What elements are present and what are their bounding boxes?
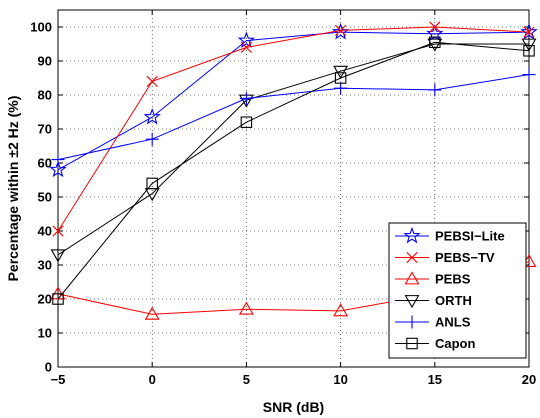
triangle-up-marker [238, 301, 254, 315]
square-marker [240, 116, 253, 128]
y-tick-label: 40 [38, 224, 52, 239]
series-line [57, 41, 530, 300]
plus-marker [334, 81, 348, 95]
triangle-down-marker [521, 38, 537, 52]
legend-item: PEBS−TV [395, 250, 495, 265]
triangle-down-marker [404, 295, 420, 309]
y-tick-label: 50 [38, 190, 52, 205]
series-line [57, 31, 530, 171]
x-tick-label: 5 [243, 372, 250, 387]
plus-marker [145, 132, 159, 146]
series-0 [49, 23, 538, 178]
x-marker [240, 41, 252, 53]
legend-label: Capon [435, 336, 476, 351]
x-marker [406, 251, 418, 264]
square-marker [146, 177, 158, 190]
square-marker [429, 36, 441, 49]
plus-marker [405, 315, 419, 329]
x-marker [52, 225, 64, 237]
triangle-down-marker [427, 38, 443, 52]
x-tick-label: 20 [522, 372, 536, 387]
series-group [49, 21, 538, 320]
star-marker [331, 23, 350, 40]
legend-label: PEBS−TV [435, 250, 495, 265]
legend: PEBSI−Lite PEBS−TV PEBS ORTH ANLS Capon [388, 222, 527, 359]
series-5 [52, 36, 535, 305]
triangle-down-marker [50, 249, 66, 263]
y-axis-label: Percentage within ±2 Hz (%) [5, 96, 21, 282]
series-line [57, 26, 530, 232]
square-marker [523, 45, 535, 57]
y-tick-label: 30 [38, 258, 52, 273]
triangle-up-marker [333, 303, 349, 317]
legend-item: ANLS [395, 315, 471, 330]
x-marker [335, 24, 347, 36]
plus-marker [428, 83, 442, 97]
legend-item: PEBSI−Lite [395, 226, 505, 244]
star-marker [520, 23, 538, 40]
x-tick-label: 10 [333, 372, 347, 387]
series-line [57, 74, 530, 161]
series-1 [52, 21, 535, 237]
star-marker [49, 160, 67, 178]
legend-label: PEBSI−Lite [435, 229, 505, 244]
star-marker [237, 31, 256, 48]
series-4 [51, 68, 536, 167]
triangle-down-marker [333, 65, 349, 79]
y-tick-label: 0 [45, 360, 52, 375]
legend-label: PEBS [435, 272, 471, 287]
star-marker [143, 108, 161, 125]
y-tick-label: 60 [38, 156, 52, 171]
legend-item: PEBS [395, 271, 471, 287]
x-marker [429, 21, 441, 33]
star-marker [403, 226, 421, 244]
legend-box [388, 222, 527, 359]
y-tick-label: 70 [38, 122, 52, 137]
y-tick-label: 80 [38, 88, 52, 103]
x-tick-label: 0 [149, 372, 156, 387]
x-marker [146, 75, 158, 87]
plus-marker [239, 91, 253, 105]
legend-label: ANLS [435, 315, 471, 330]
square-marker [406, 337, 418, 350]
square-marker [52, 293, 64, 305]
x-tick-label: −5 [51, 372, 66, 387]
y-tick-label: 90 [38, 54, 52, 69]
legend-item: ORTH [395, 293, 472, 309]
y-tick-label: 20 [38, 292, 52, 307]
x-marker [523, 26, 535, 38]
x-axis-label: SNR (dB) [263, 399, 324, 415]
triangle-up-marker [144, 306, 160, 320]
plus-marker [522, 68, 536, 82]
legend-item: Capon [395, 336, 476, 351]
y-tick-label: 100 [30, 20, 52, 35]
triangle-up-marker [404, 271, 420, 285]
legend-label: ORTH [435, 293, 472, 308]
x-tick-label: 15 [428, 372, 442, 387]
square-marker [334, 72, 347, 84]
y-tick-label: 10 [38, 326, 52, 341]
plus-marker [51, 153, 65, 167]
